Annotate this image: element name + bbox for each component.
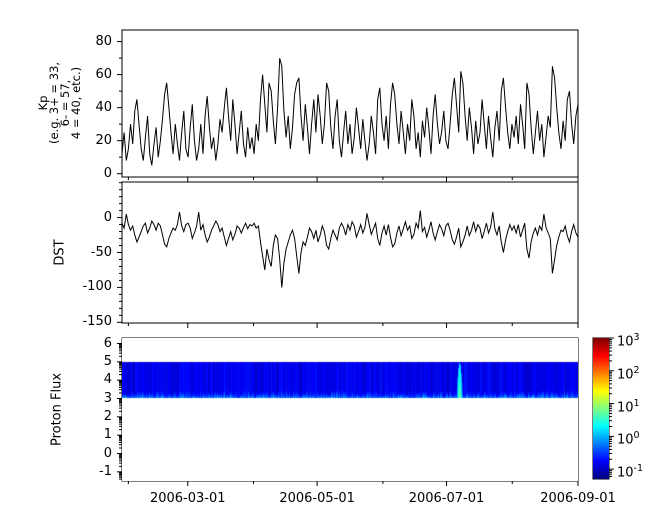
colorbar (593, 338, 609, 479)
kp_index-ytick-label: 60 (95, 66, 112, 82)
kp_index-ytick-label: 20 (95, 132, 112, 148)
dst_index-ytick-label: 0 (103, 209, 112, 225)
kp_index-ytick-label: 0 (103, 165, 112, 181)
proton_flux_spectrogram-ytick-label: 2 (103, 408, 112, 424)
colorbar-tick-label: 103 (617, 332, 640, 350)
proton_flux_spectrogram-ytick-label: 6 (103, 335, 112, 351)
colorbar-tick-label: 101 (617, 397, 640, 415)
proton_flux_spectrogram-ytick-label: -1 (99, 463, 112, 479)
proton_flux_spectrogram-ytick-label: 4 (103, 372, 112, 388)
kp_index-trace (121, 57, 579, 166)
x-tick-label-3: 2006-07-01 (408, 491, 485, 506)
x-tick-label-1: 2006-03-01 (149, 491, 226, 506)
dst_index-ytick-label: -50 (90, 244, 112, 260)
x-tick-label-2: 2006-05-01 (279, 491, 355, 506)
proton_flux_spectrogram-ytick-label: 5 (103, 353, 112, 369)
dst_index-ytick-label: -100 (82, 279, 112, 295)
colorbar-tick-label: 102 (617, 364, 640, 383)
dst_index-trace (121, 210, 579, 288)
kp_index-ytick-label: 80 (95, 33, 112, 49)
kp_index-ytick-label: 40 (95, 99, 112, 115)
colorbar-tick-label: 10-1 (617, 463, 644, 481)
colorbar-tick-label: 100 (617, 430, 640, 448)
proton-spectrogram (122, 338, 578, 481)
dst_index-ytick-label: -150 (82, 314, 112, 330)
proton_flux_spectrogram-ytick-label: 0 (103, 445, 112, 461)
x-tick-label-4: 2006-09-01 (540, 491, 616, 506)
proton_flux_spectrogram-ytick-label: 3 (103, 390, 112, 406)
proton_flux_spectrogram-ytick-label: 1 (103, 427, 112, 443)
